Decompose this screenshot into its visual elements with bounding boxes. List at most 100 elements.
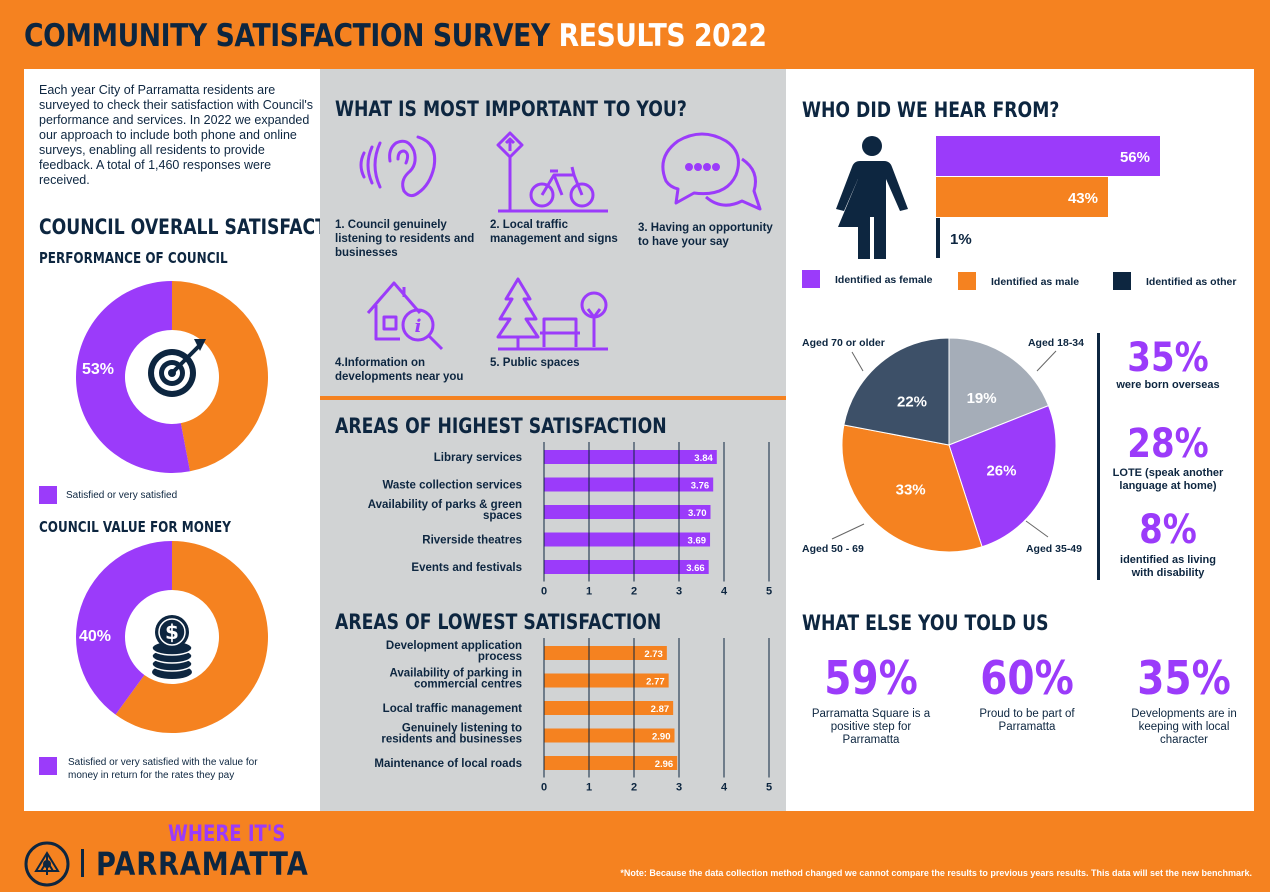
pie-slice — [948, 337, 1050, 446]
gender-bar — [936, 136, 1160, 176]
bar — [544, 673, 669, 688]
bar-value-label: 3.69 — [688, 536, 707, 547]
gender-bar-label: 43% — [1068, 190, 1098, 207]
bar-value-label: 3.66 — [686, 563, 705, 574]
performance-donut — [76, 281, 269, 473]
pie-leader-line — [831, 523, 865, 540]
tick-label: 2 — [631, 782, 637, 794]
bar — [544, 728, 675, 743]
bar-category-label: Waste collection services — [382, 480, 522, 492]
bar — [544, 505, 711, 519]
bar — [544, 532, 711, 547]
svg-text:$: $ — [165, 620, 179, 644]
coins-icon: $ — [151, 615, 193, 679]
tick-label: 1 — [586, 782, 592, 794]
important-item-4: 4.Information on developments near you — [335, 357, 464, 383]
lowest-bar-chart: 2.73 Development application process 2.77 Av… — [374, 638, 772, 794]
donut-slice-other — [115, 541, 268, 733]
female-legend-text: Identified as female — [835, 274, 933, 286]
tick-label: 0 — [541, 782, 547, 794]
logo-divider — [81, 849, 84, 877]
gender-bar — [936, 177, 1108, 217]
stat-value-3: 8% — [1139, 507, 1197, 553]
who-heading: WHO DID WE HEAR FROM? — [802, 98, 1060, 122]
tick-label: 5 — [766, 782, 772, 794]
performance-percent: 53% — [82, 361, 115, 378]
bar-category-label: Genuinely listening to residents and busi… — [381, 723, 522, 746]
left-panel: Each year City of Parramatta residents a… — [24, 69, 362, 811]
right-panel: WHO DID WE HEAR FROM? 56% 43% 1% Identifie… — [786, 69, 1254, 811]
performance-legend-swatch — [39, 486, 57, 504]
male-legend-text: Identified as male — [991, 276, 1080, 288]
important-item-2: 2. Local traffic management and signs — [490, 219, 618, 245]
lowest-heading: AREAS OF LOWEST SATISFACTION — [335, 610, 662, 634]
bar-value-label: 3.84 — [694, 453, 713, 464]
bar-category-label: Local traffic management — [383, 703, 522, 715]
pie-slice — [843, 337, 950, 446]
highest-heading: AREAS OF HIGHEST SATISFACTION — [335, 414, 667, 438]
bar-value-label: 2.77 — [646, 677, 665, 688]
bar-value-label: 2.87 — [651, 704, 670, 715]
bar-category-label: Availability of parks & green spaces — [368, 499, 522, 522]
bar-category-label: Maintenance of local roads — [374, 758, 522, 770]
bar — [544, 756, 678, 770]
bar-value-label: 2.96 — [655, 759, 674, 770]
other-legend-text: Identified as other — [1146, 276, 1237, 288]
tick-label: 4 — [721, 782, 728, 794]
footer-note: *Note: Because the data collection metho… — [620, 868, 1252, 878]
told-value-1: 59% — [824, 651, 918, 705]
donut-slice-other — [172, 281, 269, 472]
pie-slice-label: 19% — [967, 390, 997, 407]
important-item-3: 3. Having an opportunity to have your sa… — [638, 222, 773, 248]
bar-value-label: 2.90 — [652, 732, 671, 743]
bar — [544, 701, 674, 715]
male-legend-swatch — [958, 272, 976, 290]
pie-category-label: Aged 50 - 69 — [802, 543, 864, 555]
told-label-3: Developments are in keeping with local c… — [1131, 708, 1237, 746]
told-heading: WHAT ELSE YOU TOLD US — [802, 611, 1049, 635]
stat-label-2: LOTE (speak another language at home) — [1112, 467, 1224, 492]
told-label-2: Proud to be part of Parramatta — [979, 708, 1075, 733]
donut-slice-satisfied — [76, 281, 190, 473]
value-donut — [75, 541, 268, 733]
bar-category-label: Riverside theatres — [422, 535, 522, 547]
gender-bar-chart: 56% 43% 1% — [936, 136, 1160, 258]
other-legend-swatch — [1113, 272, 1131, 290]
bar-category-label: Availability of parking in commercial cen… — [390, 668, 523, 691]
stat-value-2: 28% — [1127, 421, 1209, 467]
pie-category-label: Aged 70 or older — [802, 337, 885, 349]
page-title: COMMUNITY SATISFACTION SURVEY RESULTS 20… — [24, 18, 767, 54]
tick-label: 0 — [541, 586, 547, 598]
tick-label: 4 — [721, 586, 728, 598]
pie-category-label: Aged 18-34 — [1028, 337, 1084, 349]
tick-label: 5 — [766, 586, 772, 598]
title-part-a: COMMUNITY SATISFACTION SURVEY — [24, 18, 550, 54]
pie-leader-line — [1025, 520, 1049, 538]
value-heading: COUNCIL VALUE FOR MONEY — [39, 518, 231, 536]
logo-tagline: WHERE IT'S — [168, 822, 286, 847]
age-pie-chart: 19% 26% 33% 22% Aged 18-34 Aged 35-49 Aged 50 … — [802, 337, 1084, 555]
pie-slice — [948, 404, 1057, 548]
person-icon — [836, 136, 908, 259]
female-legend-swatch — [802, 270, 820, 288]
stat-value-1: 35% — [1127, 335, 1209, 381]
svg-text:i: i — [415, 316, 422, 337]
pie-leader-line — [1036, 350, 1057, 372]
stats-divider — [1097, 333, 1100, 580]
bar — [544, 477, 714, 492]
bar — [544, 450, 717, 464]
important-panel: WHAT IS MOST IMPORTANT TO YOU? 1. Counci… — [320, 69, 786, 396]
bar-category-label: Library services — [434, 452, 522, 464]
gender-bar-label: 1% — [950, 231, 972, 248]
bar — [544, 560, 709, 574]
bar-value-label: 3.70 — [688, 508, 707, 519]
important-item-1: 1. Council genuinely listening to reside… — [335, 219, 475, 259]
stat-label-1: were born overseas — [1116, 379, 1220, 391]
target-icon — [148, 339, 206, 397]
highest-bar-chart: 3.84 Library services 3.76 Waste collection… — [368, 442, 772, 598]
bar — [544, 646, 667, 660]
gender-bar — [936, 218, 940, 258]
told-value-3: 35% — [1137, 651, 1231, 705]
value-legend-swatch — [39, 757, 57, 775]
house-info-icon: i — [366, 281, 444, 351]
